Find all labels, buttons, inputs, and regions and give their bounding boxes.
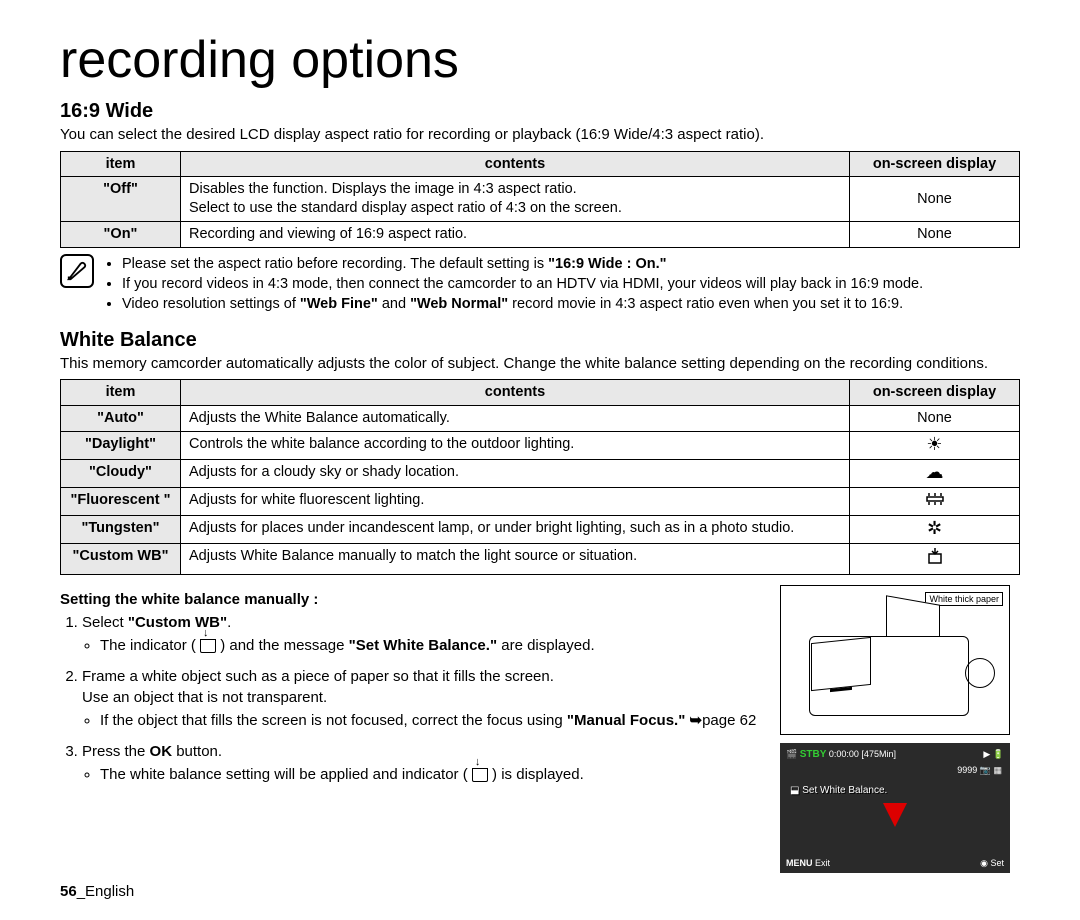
camcorder-illustration: White thick paper	[780, 585, 1010, 735]
table-cell-osd: ☀	[850, 431, 1020, 459]
page-title: recording options	[60, 30, 1020, 90]
table-cell-item: "Daylight"	[61, 431, 181, 459]
osd-stby: STBY	[800, 749, 827, 760]
table-cell-contents: Disables the function. Displays the imag…	[181, 177, 850, 222]
table-header: item	[61, 380, 181, 406]
note-item: If you record videos in 4:3 mode, then c…	[122, 274, 923, 294]
table-cell-item: "Off"	[61, 177, 181, 222]
table-cell-osd: None	[850, 406, 1020, 432]
table-cell-item: "Auto"	[61, 406, 181, 432]
section-16-9-desc: You can select the desired LCD display a…	[60, 125, 1020, 145]
note-block: Please set the aspect ratio before recor…	[60, 254, 1020, 315]
osd-preview: 🎬 STBY 0:00:00 [475Min] ▶ 🔋 9999 📷 ▦ ⬓ S…	[780, 743, 1010, 873]
table-cell-contents: Controls the white balance according to …	[181, 431, 850, 459]
osd-message: Set White Balance.	[802, 785, 887, 796]
table-cell-item: "Tungsten"	[61, 516, 181, 544]
table-16-9: itemcontentson-screen display "Off"Disab…	[60, 151, 1020, 248]
table-cell-item: "Cloudy"	[61, 459, 181, 487]
osd-time: 0:00:00 [475Min]	[829, 749, 896, 759]
table-header: on-screen display	[850, 380, 1020, 406]
table-cell-osd	[850, 487, 1020, 516]
table-header: contents	[181, 151, 850, 177]
step-bullet: The indicator ( ) and the message "Set W…	[100, 635, 760, 656]
table-cell-osd: ✲	[850, 516, 1020, 544]
section-16-9-title: 16:9 Wide	[60, 100, 1020, 123]
table-cell-contents: Adjusts for places under incandescent la…	[181, 516, 850, 544]
note-icon	[60, 254, 94, 288]
table-header: on-screen display	[850, 151, 1020, 177]
page-footer: 56_English	[60, 883, 1020, 900]
page-number: 56	[60, 883, 77, 900]
table-cell-contents: Adjusts the White Balance automatically.	[181, 406, 850, 432]
section-wb-title: White Balance	[60, 329, 1020, 352]
table-cell-item: "Custom WB"	[61, 544, 181, 575]
step-bullet: If the object that fills the screen is n…	[100, 710, 760, 731]
table-cell-contents: Adjusts for a cloudy sky or shady locati…	[181, 459, 850, 487]
table-cell-item: "On"	[61, 222, 181, 248]
step-item: Frame a white object such as a piece of …	[82, 666, 760, 731]
note-item: Please set the aspect ratio before recor…	[122, 254, 923, 274]
note-item: Video resolution settings of "Web Fine" …	[122, 294, 923, 314]
table-cell-contents: Recording and viewing of 16:9 aspect rat…	[181, 222, 850, 248]
step-bullet: The white balance setting will be applie…	[100, 764, 760, 785]
table-cell-osd: None	[850, 222, 1020, 248]
table-cell-osd	[850, 544, 1020, 575]
step-item: Press the OK button.The white balance se…	[82, 741, 760, 785]
table-cell-contents: Adjusts White Balance manually to match …	[181, 544, 850, 575]
table-wb: itemcontentson-screen display "Auto"Adju…	[60, 379, 1020, 575]
manual-wb-heading: Setting the white balance manually :	[60, 591, 760, 608]
table-cell-osd: None	[850, 177, 1020, 222]
note-list: Please set the aspect ratio before recor…	[104, 254, 923, 315]
table-header: item	[61, 151, 181, 177]
section-wb-desc: This memory camcorder automatically adju…	[60, 354, 1020, 374]
table-cell-osd: ☁	[850, 459, 1020, 487]
table-cell-contents: Adjusts for white fluorescent lighting.	[181, 487, 850, 516]
table-cell-item: "Fluorescent "	[61, 487, 181, 516]
page-lang: _English	[77, 883, 135, 900]
osd-exit-label: Exit	[815, 858, 830, 868]
step-item: Select "Custom WB".The indicator ( ) and…	[82, 612, 760, 656]
osd-cursor-icon	[883, 803, 907, 827]
osd-set-label: Set	[990, 858, 1004, 868]
manual-wb-steps: Select "Custom WB".The indicator ( ) and…	[60, 612, 760, 785]
table-header: contents	[181, 380, 850, 406]
osd-count: 9999	[957, 765, 977, 775]
osd-menu-label: MENU	[786, 858, 813, 868]
